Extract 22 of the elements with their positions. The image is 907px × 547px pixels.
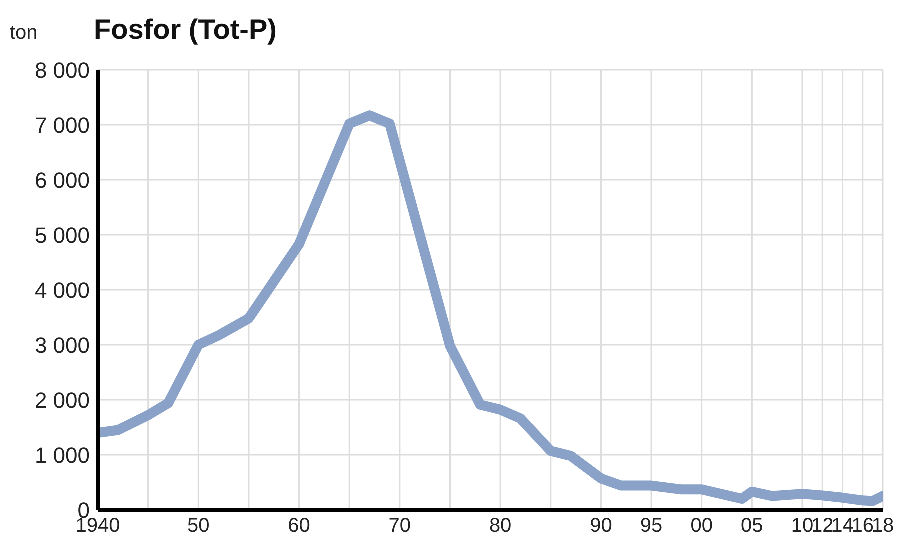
y-tick-label: 3 000 <box>34 332 90 358</box>
y-tick-label: 5 000 <box>34 222 90 248</box>
y-tick-label: 6 000 <box>34 168 90 193</box>
y-tick-label: 7 000 <box>34 112 90 138</box>
y-tick-label: 8 000 <box>34 58 90 83</box>
x-tick-label: 16 <box>852 515 874 538</box>
x-tick-label: 50 <box>188 515 210 538</box>
x-tick-label: 00 <box>690 515 713 538</box>
y-tick-label: 4 000 <box>34 278 90 303</box>
x-tick-label: 60 <box>288 515 310 538</box>
x-tick-label: 90 <box>590 515 612 538</box>
x-tick-label: 95 <box>640 515 663 538</box>
chart-title: Fosfor (Tot-P) <box>94 14 277 46</box>
y-tick-label: 1 000 <box>34 442 90 468</box>
x-tick-label: 80 <box>489 515 512 538</box>
y-tick-label: 2 000 <box>34 388 90 413</box>
y-axis-title: ton <box>10 22 38 45</box>
x-tick-label: 10 <box>791 515 814 538</box>
x-tick-label: 14 <box>832 515 854 538</box>
x-tick-label: 05 <box>741 515 764 538</box>
x-tick-label: 18 <box>872 515 894 538</box>
x-tick-label: 70 <box>388 515 412 538</box>
